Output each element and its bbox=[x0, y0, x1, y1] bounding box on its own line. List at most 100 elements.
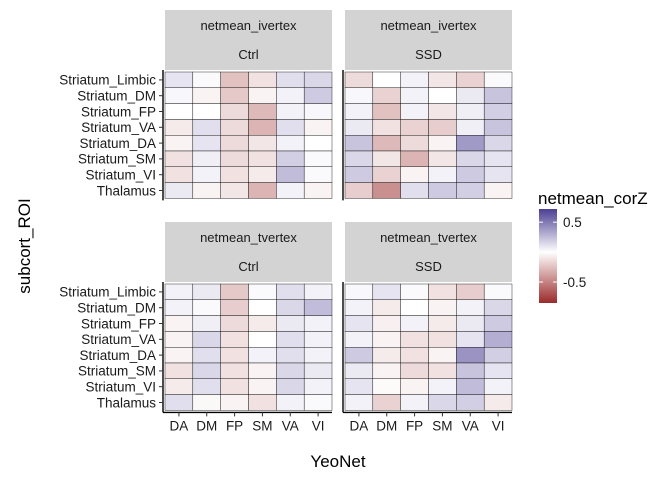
heatmap-cell: Striatum_DA / VI: 0.15 bbox=[483, 134, 513, 152]
legend-colorbar bbox=[539, 209, 557, 303]
heatmap-cell: Striatum_DM / VA: 0.05 bbox=[276, 87, 305, 104]
heatmap-cell: Striatum_SM / FP: -0.3 bbox=[400, 150, 429, 168]
heatmap-cell: Striatum_DM / VA: 0.15 bbox=[276, 299, 305, 316]
x-tick-label: SM bbox=[432, 418, 452, 433]
heatmap-cell: Striatum_VA / DM: 0.15 bbox=[192, 331, 221, 348]
x-tick-label: DA bbox=[170, 418, 189, 433]
facet-strip bbox=[165, 10, 332, 70]
heatmap-cell: Striatum_FP / VA: 0.06 bbox=[456, 103, 485, 120]
heatmap-cell: Striatum_VI / DM: -0.18 bbox=[372, 166, 401, 183]
heatmap-cell: Striatum_DM / SM: 0 bbox=[248, 299, 277, 316]
heatmap-cell: Striatum_DM / DM: -0.08 bbox=[372, 299, 401, 316]
heatmap-cell: Thalamus / FP: 0.12 bbox=[400, 182, 429, 199]
heatmap-cell: Striatum_VI / FP: -0.05 bbox=[400, 378, 429, 395]
heatmap-cell: Striatum_Limbic / SM: 0.02 bbox=[248, 283, 277, 301]
facet-strip bbox=[165, 222, 332, 282]
heatmap-cell: Striatum_FP / DM: 0 bbox=[192, 103, 221, 120]
heatmap-cell: Thalamus / DA: 0.08 bbox=[164, 182, 194, 199]
x-axis-ticks: DA DM FP SM VA VI DA DM FP SM VA VI bbox=[170, 412, 505, 433]
x-tick-label: SM bbox=[252, 418, 272, 433]
facet-row-label: netmean_ivertex bbox=[380, 18, 477, 33]
heatmap-cell: Striatum_VA / VI: -0.05 bbox=[303, 119, 333, 136]
heatmap-cell: Thalamus / VI: -0.05 bbox=[483, 182, 513, 199]
heatmap-cell: Striatum_Limbic / VA: -0.18 bbox=[456, 71, 485, 89]
y-tick-label: Striatum_VA bbox=[81, 332, 156, 347]
heatmap-cell: Striatum_DM / DA: 0.03 bbox=[164, 87, 194, 104]
y-tick-label: Striatum_FP bbox=[81, 104, 156, 119]
heatmap-cell: Striatum_DM / FP: 0.05 bbox=[400, 87, 429, 104]
y-tick-label: Striatum_FP bbox=[81, 316, 156, 331]
heatmap-cell: Striatum_VA / DA: 0.05 bbox=[344, 331, 374, 348]
heatmap-cell: Striatum_FP / DM: -0.06 bbox=[372, 315, 401, 332]
x-tick-label: FP bbox=[406, 418, 423, 433]
heatmap-cell: Striatum_Limbic / VI: 0.05 bbox=[303, 283, 333, 301]
heatmap-cell: Thalamus / SM: -0.12 bbox=[248, 394, 277, 411]
heatmap-cell: Thalamus / DM: -0.45 bbox=[372, 182, 401, 199]
heatmap-cell: Striatum_VA / FP: -0.18 bbox=[400, 119, 429, 136]
heatmap-cell: Striatum_SM / DM: -0.05 bbox=[372, 362, 401, 380]
heatmap-cell: Thalamus / DM: -0.03 bbox=[192, 394, 221, 411]
heatmap-cell: Striatum_Limbic / FP: 0.02 bbox=[400, 283, 429, 301]
y-tick-label: Striatum_Limbic bbox=[59, 285, 156, 300]
facet-strip bbox=[345, 222, 512, 282]
heatmap-cell: Striatum_VI / VI: 0.1 bbox=[483, 166, 513, 183]
heatmap-cell: Striatum_FP / SM: -0.1 bbox=[428, 103, 457, 120]
heatmap-cell: Striatum_VI / SM: 0.05 bbox=[428, 166, 457, 183]
heatmap-cell: Thalamus / FP: -0.05 bbox=[220, 394, 249, 411]
heatmap-cell: Striatum_VI / FP: -0.05 bbox=[400, 166, 429, 183]
y-tick-label: Striatum_DA bbox=[79, 136, 156, 151]
heatmap-cell: Striatum_FP / FP: -0.15 bbox=[220, 103, 249, 120]
heatmap-cell: Striatum_VI / SM: -0.08 bbox=[248, 166, 277, 183]
heatmap-cell: Striatum_VA / FP: -0.15 bbox=[220, 119, 249, 136]
heatmap-cell: Striatum_SM / DA: 0.08 bbox=[344, 362, 374, 380]
heatmap-cell: Thalamus / SM: 0.15 bbox=[428, 394, 457, 411]
heatmap-cell: Striatum_FP / SM: -0.28 bbox=[248, 103, 277, 120]
heatmap-cell: Striatum_Limbic / SM: -0.12 bbox=[428, 283, 457, 301]
heatmap-cell: Striatum_SM / FP: -0.15 bbox=[220, 150, 249, 168]
heatmap-cell: Striatum_DM / SM: -0.05 bbox=[428, 299, 457, 316]
legend-title: netmean_corZ bbox=[538, 189, 648, 208]
legend-tick-label: -0.5 bbox=[563, 275, 586, 290]
x-tick-label: DM bbox=[196, 418, 217, 433]
heatmap-cell: Striatum_SM / VA: 0.15 bbox=[456, 150, 485, 168]
heatmap-cell: Striatum_Limbic / VA: -0.2 bbox=[456, 283, 485, 301]
heatmap-cell: Striatum_Limbic / DA: 0.1 bbox=[164, 71, 194, 89]
heatmap-cell: Striatum_VA / VA: 0.12 bbox=[276, 119, 305, 136]
heatmap-cell: Thalamus / FP: -0.1 bbox=[220, 182, 249, 199]
heatmap-cell: Striatum_VI / DA: -0.08 bbox=[164, 378, 194, 395]
heatmap-cell: Striatum_VI / SM: 0.05 bbox=[428, 378, 457, 395]
heatmap-cell: Striatum_Limbic / VI: 0.02 bbox=[483, 283, 513, 301]
heatmap-cell: Striatum_SM / VI: 0.02 bbox=[303, 150, 333, 168]
heatmap-cell: Striatum_Limbic / DA: -0.15 bbox=[344, 71, 374, 89]
heatmap-cell: Thalamus / DA: 0.05 bbox=[344, 394, 374, 411]
heatmap-cell: Striatum_Limbic / VA: 0.12 bbox=[276, 283, 305, 301]
heatmap-cell: Striatum_DA / VI: 0.18 bbox=[483, 347, 513, 364]
heatmap-cell: Striatum_FP / VA: 0.05 bbox=[276, 103, 305, 120]
heatmap-cell: Striatum_DM / VI: 0.25 bbox=[303, 299, 333, 316]
heatmap-cell: Striatum_VI / VA: 0.25 bbox=[276, 166, 305, 183]
heatmap-cell: Striatum_VI / DA: -0.12 bbox=[164, 166, 194, 183]
heatmap-cell: Striatum_SM / VA: 0.15 bbox=[276, 362, 305, 380]
x-tick-label: VI bbox=[492, 418, 505, 433]
heatmap-cell: Striatum_VA / DA: -0.08 bbox=[164, 119, 194, 136]
x-tick-label: VI bbox=[312, 418, 325, 433]
heatmap-cell: Striatum_VA / FP: -0.12 bbox=[220, 331, 249, 348]
y-axis-ticks: Striatum_LimbicStriatum_DMStriatum_FPStr… bbox=[59, 73, 163, 410]
heatmap-cell: Striatum_VI / FP: -0.12 bbox=[220, 378, 249, 395]
facet-strip bbox=[345, 10, 512, 70]
heatmap-cell: Striatum_SM / SM: -0.12 bbox=[428, 362, 457, 380]
legend-ticks: 0.5 -0.5 bbox=[539, 215, 586, 290]
y-tick-label: Striatum_DM bbox=[77, 89, 156, 104]
heatmap-cell: Striatum_DM / FP: -0.22 bbox=[220, 87, 249, 104]
facet-row-label: netmean_tvertex bbox=[200, 230, 297, 245]
x-tick-label: VA bbox=[282, 418, 299, 433]
heatmap-cell: Striatum_VA / DA: -0.05 bbox=[164, 331, 194, 348]
heatmap-cell: Striatum_FP / VI: 0.03 bbox=[303, 103, 333, 120]
heatmap-cell: Striatum_DA / DM: 0.12 bbox=[192, 347, 221, 364]
heatmap-cell: Thalamus / VA: 0.05 bbox=[276, 394, 305, 411]
y-tick-label: Striatum_SM bbox=[78, 152, 156, 167]
heatmap-cell: Striatum_DM / VI: 0.2 bbox=[303, 87, 333, 104]
heatmap-cell: Striatum_SM / DM: 0.06 bbox=[192, 150, 221, 168]
facet-col-label: Ctrl bbox=[238, 259, 258, 274]
